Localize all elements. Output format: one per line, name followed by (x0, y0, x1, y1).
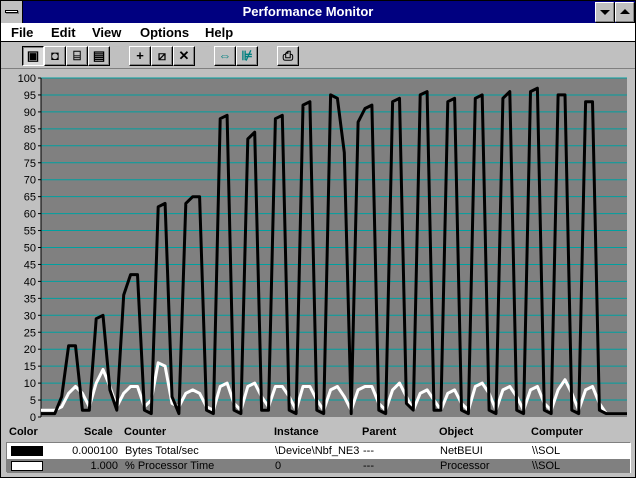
legend-header-computer: Computer (531, 426, 583, 438)
y-tick-label: 85 (24, 124, 36, 136)
series-processor-time-line (41, 361, 627, 416)
add-counter-icon: + (136, 48, 144, 63)
update-now-icon: ⇔ (218, 48, 232, 63)
menu-bar: File Edit View Options Help (1, 23, 635, 42)
update-now-button[interactable]: ⇔ (214, 46, 236, 66)
report-view-icon: ▤ (92, 48, 106, 63)
menu-edit[interactable]: Edit (51, 25, 76, 40)
y-tick-label: 55 (24, 226, 36, 238)
maximize-icon (620, 9, 630, 14)
y-tick-label: 90 (24, 107, 36, 119)
report-view-button[interactable]: ▤ (88, 46, 110, 66)
alert-view-button[interactable]: ◘ (44, 46, 66, 66)
y-tick-label: 70 (24, 175, 36, 187)
menu-file[interactable]: File (11, 25, 34, 40)
minimize-icon (600, 10, 610, 15)
y-tick-label: 40 (24, 276, 36, 288)
y-tick-label: 75 (24, 158, 36, 170)
legend-row-bytes-total[interactable]: 0.000100 Bytes Total/sec \Device\Nbf_NE3… (7, 444, 630, 458)
legend-list[interactable]: 0.000100 Bytes Total/sec \Device\Nbf_NE3… (6, 442, 631, 473)
legend-object: Processor (440, 460, 490, 472)
legend-computer: \\SOL (532, 445, 561, 457)
title-bar[interactable]: Performance Monitor (1, 1, 635, 23)
chart-view-icon: ▣ (26, 48, 40, 63)
y-tick-label: 50 (24, 243, 36, 255)
legend-object: NetBEUI (440, 445, 483, 457)
y-tick-label: 0 (30, 412, 36, 422)
options-icon: ⎙ (282, 48, 294, 63)
legend-header-counter: Counter (124, 426, 167, 438)
legend-row-processor-time[interactable]: 1.000 % Processor Time 0 --- Processor \… (7, 459, 630, 473)
legend-scale: 1.000 (90, 460, 118, 472)
y-tick-label: 80 (24, 141, 36, 153)
y-tick-label: 95 (24, 90, 36, 102)
series-bytes-total-line (41, 86, 627, 416)
legend-instance: \Device\Nbf_NE3 (275, 445, 360, 457)
legend-counter: % Processor Time (125, 460, 215, 472)
menu-help[interactable]: Help (205, 25, 234, 40)
legend-scale: 0.000100 (72, 445, 118, 457)
legend-swatch (11, 461, 43, 471)
minimize-button[interactable] (595, 2, 614, 22)
y-tick-label: 35 (24, 293, 36, 305)
plot-series (41, 86, 627, 416)
y-tick-label: 5 (30, 395, 36, 407)
maximize-button[interactable] (615, 2, 634, 22)
y-tick-label: 30 (24, 310, 36, 322)
legend-swatch (11, 446, 43, 456)
y-tick-label: 20 (24, 344, 36, 356)
options-button[interactable]: ⎙ (277, 46, 299, 66)
menu-options[interactable]: Options (140, 25, 190, 40)
system-menu-icon (5, 10, 18, 13)
legend-header-scale: Scale (84, 426, 113, 438)
toolbar: ▣ ◘ ⌸ ▤ + ⧄ ✕ ⇔ ⊯ ⎙ (1, 43, 635, 69)
bookmark-button[interactable]: ⊯ (236, 46, 258, 66)
legend-header-color: Color (9, 426, 38, 438)
legend-instance: 0 (275, 460, 282, 472)
delete-counter-icon: ✕ (178, 48, 190, 63)
legend-computer: \\SOL (532, 460, 561, 472)
log-view-button[interactable]: ⌸ (66, 46, 88, 66)
legend-parent: --- (363, 445, 374, 457)
bookmark-icon: ⊯ (241, 48, 253, 63)
log-view-icon: ⌸ (73, 48, 81, 63)
y-tick-label: 25 (24, 327, 36, 339)
legend-header-parent: Parent (362, 426, 397, 438)
chart-area: 1009590858075706560555045403530252015105… (1, 71, 635, 422)
chart-view-button[interactable]: ▣ (22, 46, 44, 66)
y-tick-label: 15 (24, 361, 36, 373)
legend-header-object: Object (439, 426, 474, 438)
edit-counter-button[interactable]: ⧄ (151, 46, 173, 66)
legend-counter: Bytes Total/sec (125, 445, 199, 457)
y-tick-label: 100 (18, 73, 36, 85)
y-axis: 1009590858075706560555045403530252015105… (18, 73, 42, 422)
y-tick-label: 10 (24, 378, 36, 390)
y-tick-label: 45 (24, 259, 36, 271)
add-counter-button[interactable]: + (129, 46, 151, 66)
legend-parent: --- (363, 460, 374, 472)
edit-counter-icon: ⧄ (157, 48, 167, 63)
alert-view-icon: ◘ (51, 48, 59, 63)
legend-header: Color Scale Counter Instance Parent Obje… (1, 424, 635, 442)
system-menu-button[interactable] (1, 1, 23, 23)
menu-view[interactable]: View (92, 25, 122, 40)
legend-header-instance: Instance (274, 426, 319, 438)
y-tick-label: 60 (24, 209, 36, 221)
delete-counter-button[interactable]: ✕ (173, 46, 195, 66)
window-title: Performance Monitor (242, 4, 374, 19)
y-tick-label: 65 (24, 192, 36, 204)
